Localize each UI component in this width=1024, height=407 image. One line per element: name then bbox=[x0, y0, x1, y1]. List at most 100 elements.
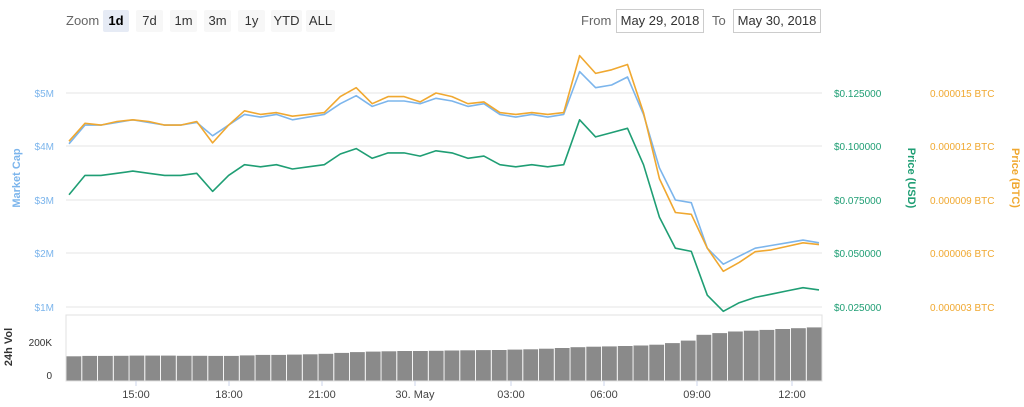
price_btc-tick-label: 0.000003 BTC bbox=[930, 303, 995, 314]
volume-bar bbox=[523, 349, 539, 381]
x-axis-ticks: 15:00 18:00 21:00 30. May 03:00 06:00 09:00 12:… bbox=[122, 381, 806, 401]
chart-toolbar: Zoom 1d 7d 1m 3m 1y YTD ALL From To bbox=[0, 0, 1024, 40]
price_btc-tick-label: 0.000015 BTC bbox=[930, 89, 995, 100]
volume-bar bbox=[224, 355, 239, 381]
volume-bar bbox=[507, 349, 523, 381]
volume-bar bbox=[791, 328, 806, 381]
to-label: To bbox=[712, 13, 726, 28]
price-usd-series-line bbox=[68, 119, 820, 313]
zoom-1d-button[interactable]: 1d bbox=[103, 10, 129, 32]
volume-bar bbox=[255, 354, 271, 381]
volume-bar bbox=[350, 352, 365, 381]
volume-bar bbox=[602, 346, 617, 381]
price-lines bbox=[68, 54, 820, 313]
volume-bar bbox=[617, 346, 633, 381]
market_cap-tick-label: $1M bbox=[35, 303, 54, 314]
volume-bar bbox=[397, 351, 413, 381]
x-tick-label: 15:00 bbox=[122, 389, 150, 401]
volume-bar bbox=[161, 355, 176, 381]
volume-bar bbox=[743, 330, 759, 381]
volume-bar bbox=[129, 355, 145, 381]
price_usd-tick-label: $0.100000 bbox=[834, 142, 882, 153]
volume-bar bbox=[381, 351, 397, 381]
price-btc-series-line bbox=[68, 54, 820, 273]
volume-bar bbox=[539, 348, 554, 381]
volume-bars bbox=[66, 327, 822, 382]
volume-bar bbox=[302, 354, 318, 381]
from-label: From bbox=[581, 13, 612, 28]
btc-axis-ticks: 0.000003 BTC 0.000006 BTC 0.000009 BTC 0.00… bbox=[930, 89, 995, 314]
volume-bar bbox=[554, 348, 570, 381]
price_usd-tick-label: $0.050000 bbox=[834, 249, 882, 260]
volume-tick-label: 0 bbox=[46, 371, 52, 382]
zoom-1m-button[interactable]: 1m bbox=[170, 10, 197, 32]
price_btc-tick-label: 0.000009 BTC bbox=[930, 196, 995, 207]
market_cap-tick-label: $5M bbox=[35, 89, 54, 100]
market_cap-tick-label: $2M bbox=[35, 249, 54, 260]
volume-pane-frame bbox=[65, 314, 823, 382]
grid-lines bbox=[66, 92, 822, 316]
axis-titles: Market Cap Price (USD) Price (BTC) 24h Vol bbox=[3, 148, 1021, 366]
volume-bar bbox=[98, 355, 113, 381]
volume-bar bbox=[113, 355, 129, 381]
volume-bar bbox=[287, 354, 302, 381]
axes bbox=[65, 314, 823, 382]
x-tick-label: 09:00 bbox=[683, 389, 711, 401]
volume-bar bbox=[82, 355, 98, 381]
market-cap-axis-title: Market Cap bbox=[11, 148, 23, 208]
zoom-3m-button[interactable]: 3m bbox=[204, 10, 231, 32]
volume-bar bbox=[460, 350, 476, 381]
price_usd-tick-label: $0.075000 bbox=[834, 196, 882, 207]
volume-bar bbox=[759, 329, 775, 381]
price_usd-tick-label: $0.125000 bbox=[834, 89, 882, 100]
zoom-7d-button[interactable]: 7d bbox=[136, 10, 163, 32]
price_btc-tick-label: 0.000012 BTC bbox=[930, 142, 995, 153]
x-tick-label: 18:00 bbox=[215, 389, 243, 401]
volume-bar bbox=[633, 345, 649, 381]
volume-bar bbox=[145, 355, 161, 381]
volume-bar bbox=[444, 350, 460, 381]
volume-bar bbox=[208, 355, 224, 381]
zoom-all-button[interactable]: ALL bbox=[306, 10, 335, 32]
volume-bar bbox=[491, 350, 507, 381]
to-date-input[interactable] bbox=[733, 9, 821, 33]
volume-bar bbox=[365, 351, 381, 381]
usd-axis-ticks: $0.025000 $0.050000 $0.075000 $0.100000 $0.1… bbox=[834, 89, 882, 314]
zoom-ytd-button[interactable]: YTD bbox=[271, 10, 302, 32]
volume-bar bbox=[570, 347, 586, 381]
market_cap-tick-label: $3M bbox=[35, 196, 54, 207]
volume-bar bbox=[318, 353, 334, 381]
volume-axis-title: 24h Vol bbox=[3, 328, 15, 366]
x-tick-label: 21:00 bbox=[308, 389, 336, 401]
market_cap-tick-label: $4M bbox=[35, 142, 54, 153]
volume-bar bbox=[680, 340, 696, 381]
volume-bar bbox=[192, 355, 208, 381]
market-cap-series-line bbox=[68, 70, 820, 266]
price_btc-tick-label: 0.000006 BTC bbox=[930, 249, 995, 260]
volume-bar bbox=[239, 355, 255, 381]
volume-bar bbox=[712, 333, 728, 381]
volume-bar bbox=[665, 343, 680, 381]
x-tick-label: 12:00 bbox=[778, 389, 806, 401]
from-date-input[interactable] bbox=[616, 9, 704, 33]
x-tick-label: 03:00 bbox=[497, 389, 525, 401]
volume-bar bbox=[586, 346, 602, 381]
volume-bar bbox=[476, 350, 491, 381]
volume-bar bbox=[176, 355, 192, 381]
market-cap-axis-ticks: $1M $2M $3M $4M $5M bbox=[35, 89, 54, 314]
volume-bar bbox=[413, 351, 428, 381]
zoom-label: Zoom bbox=[66, 13, 100, 28]
volume-bar bbox=[728, 331, 743, 381]
volume-bar bbox=[334, 352, 350, 381]
volume-bar bbox=[271, 354, 287, 381]
usd-axis-title: Price (USD) bbox=[905, 148, 917, 209]
zoom-1y-button[interactable]: 1y bbox=[238, 10, 265, 32]
volume-bar bbox=[696, 334, 712, 381]
volume-bar bbox=[428, 350, 444, 381]
x-tick-label: 06:00 bbox=[590, 389, 618, 401]
volume-tick-label: 200K bbox=[29, 338, 53, 349]
volume-axis-ticks: 0 200K bbox=[29, 338, 53, 382]
btc-axis-title: Price (BTC) bbox=[1009, 148, 1021, 208]
x-tick-label: 30. May bbox=[395, 389, 435, 401]
